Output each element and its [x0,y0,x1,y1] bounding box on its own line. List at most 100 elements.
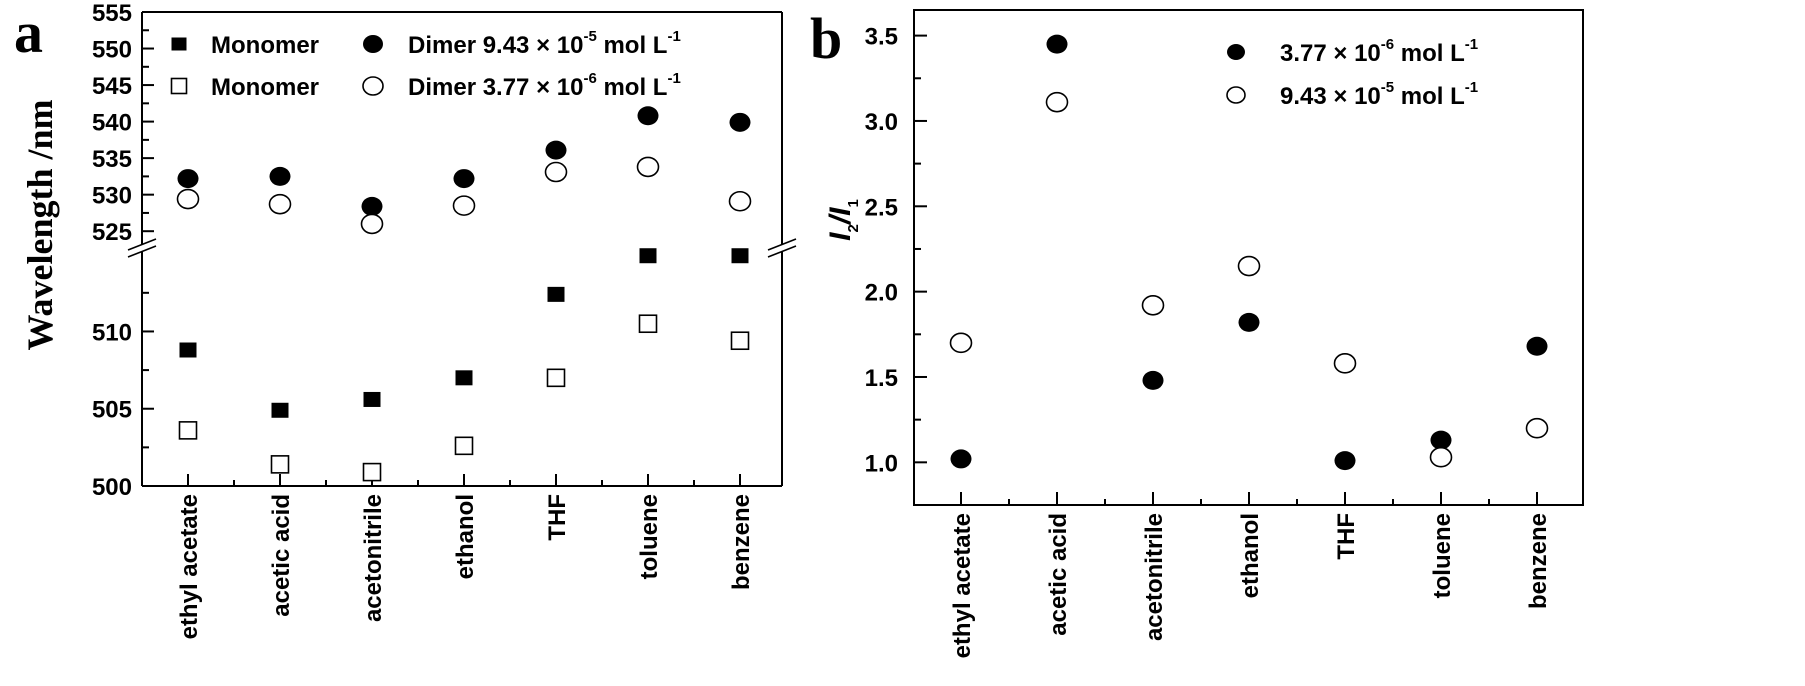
y-title-slash: / [824,213,857,226]
svg-text:I2/I1: I2/I1 [824,199,862,241]
data-point-open-circle [728,190,752,212]
data-point-open-circle [268,193,292,215]
panel-a-y-axis-title: Wavelength /nm [20,99,60,350]
legend-entry-unit-exponent: -1 [1465,36,1478,53]
panel-b-legend: 3.77 × 10-6 mol L-19.43 × 10-5 mol L-1 [1226,36,1478,110]
data-point-open-circle [636,156,660,178]
legend-entry-label: Dimer 9.43 × 10 [408,32,583,59]
data-point-filled-circle [1142,370,1164,390]
data-point-open-square [730,331,750,351]
data-point-open-circle [360,213,384,235]
y-tick-label: 530 [92,183,132,210]
panel-b: b I2/I1 1.01.52.02.53.03.5 ethyl acetate… [810,6,1584,658]
axis-break-mark [127,238,157,251]
y-tick-label: 500 [92,474,132,501]
legend-entry-unit: mol L [1394,83,1465,110]
x-tick-label: ethanol [1237,513,1264,598]
data-point-filled-circle [1430,430,1452,450]
data-point-filled-circle [729,112,751,132]
data-point-open-circle [544,161,568,183]
y-tick-label: 3.5 [865,24,898,51]
data-point-open-square [546,368,566,388]
legend-entry-unit-exponent: -1 [667,28,680,45]
y-title-i1: I [824,207,857,216]
legend-entry-unit: mol L [1394,40,1465,67]
x-tick-label: THF [1333,513,1360,560]
legend-entry-exponent: -6 [1381,36,1394,53]
legend-entry: Monomer [211,74,319,101]
data-point-open-circle [1525,417,1549,439]
data-point-filled-circle [1526,336,1548,356]
data-point-filled-circle [545,140,567,160]
data-point-open-circle [1045,91,1069,113]
x-tick-label: acetic acid [1045,513,1072,636]
legend-entry-label: Monomer [211,32,319,59]
data-point-open-square [178,421,198,440]
y-tick-label: 510 [92,319,132,346]
data-point-filled-square [271,402,289,418]
data-point-open-square [362,462,382,482]
x-tick-label: acetic acid [268,494,295,617]
axis-break-mark [767,238,797,251]
panel-b-y-axis-title: I2/I1 [824,199,862,241]
x-tick-label: toluene [636,494,663,579]
axis-break-mark [127,245,157,258]
x-tick-label: benzene [1525,513,1552,609]
legend-marker-filled-circle [1227,44,1245,60]
legend-entry-label: 9.43 × 10 [1280,83,1381,110]
panel-b-x-ticks: ethyl acetate acetic acid acetonitrile etha… [949,492,1552,658]
legend-entry: Dimer 9.43 × 10-5 mol L-1 [408,28,681,59]
data-point-filled-circle [1238,312,1260,332]
x-tick-label: acetonitrile [360,494,387,622]
data-point-open-square [638,314,658,334]
data-point-open-circle [1429,446,1453,468]
y-tick-label: 1.5 [865,365,898,392]
y-tick-label: 2.0 [865,280,898,307]
y-tick-label: 505 [92,397,132,424]
data-point-filled-circle [637,106,659,126]
legend-entry: 9.43 × 10-5 mol L-1 [1280,79,1478,110]
panel-a-y-ticks: 525 530 535 540 545 550 555 500 505 510 [92,0,154,501]
legend-entry-label: Dimer 3.77 × 10 [408,74,583,101]
data-point-open-circle [176,188,200,210]
data-point-filled-square [179,342,197,358]
data-point-open-square [454,436,474,456]
legend-entry-exponent: -6 [583,70,596,87]
legend-entry-unit: mol L [597,74,668,101]
x-tick-label: acetonitrile [1141,513,1168,641]
y-tick-label: 1.0 [865,450,898,477]
data-point-open-circle [949,332,973,354]
legend-marker-filled-circle [363,35,383,53]
data-point-filled-circle [950,449,972,469]
y-tick-label: 525 [92,219,132,246]
axis-break-mark [767,245,797,258]
y-tick-label: 2.5 [865,194,898,221]
data-point-filled-circle [177,169,199,189]
y-tick-label: 535 [92,146,132,173]
y-tick-label: 545 [92,73,132,100]
legend-entry-unit-exponent: -1 [667,70,680,87]
panel-a-marks [176,106,752,482]
data-point-open-circle [1141,294,1165,316]
legend-entry-unit-exponent: -1 [1465,79,1478,96]
x-tick-label: toluene [1429,513,1456,598]
x-tick-label: ethyl acetate [949,513,976,658]
panel-b-y-ticks: 1.0 1.5 2.0 2.5 3.0 3.5 [865,24,927,477]
y-tick-label: 555 [92,0,132,27]
legend-marker-open-circle [1226,86,1246,104]
data-point-open-circle [1237,255,1261,277]
legend-entry-label: 3.77 × 10 [1280,40,1381,67]
y-title-i2: I [824,232,857,241]
y-title-sub1: 1 [845,199,862,207]
legend-entry-exponent: -5 [583,28,596,45]
y-tick-label: 540 [92,110,132,137]
x-tick-label: ethyl acetate [176,494,203,639]
legend-marker-open-square [170,77,188,95]
data-point-filled-circle [269,166,291,186]
panel-a: a Wavelength /nm 525 530 535 540 545 550 555 50… [14,0,797,639]
data-point-filled-square [731,248,749,264]
legend-entry: Monomer [211,32,319,59]
legend-entry-label: Monomer [211,74,319,101]
panel-b-label: b [810,6,842,71]
